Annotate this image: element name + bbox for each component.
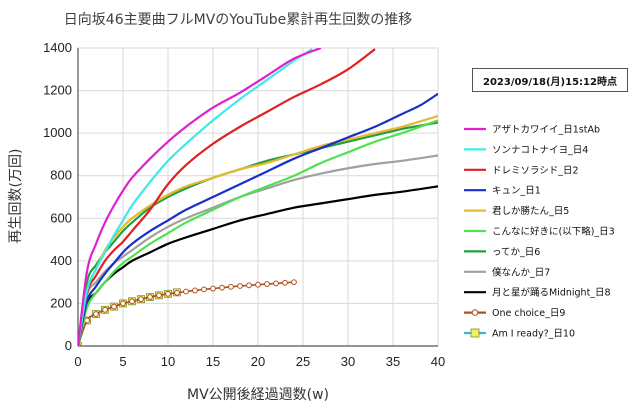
legend-label: ってか_日6 [492,247,540,258]
y-tick-label: 400 [50,253,72,268]
y-tick-label: 1400 [43,40,72,55]
legend-entry-5: 君しか勝たん_日5 [464,205,569,217]
legend-label: Am I ready?_日10 [492,329,575,340]
series-4 [78,92,438,346]
date-label: 2023/09/18(月)15:12時点 [472,68,628,92]
y-tick-label: 200 [50,295,72,310]
legend-marker [470,328,480,338]
series-3 [78,48,376,346]
x-tick-label: 0 [74,354,81,369]
x-tick-label: 40 [431,354,445,369]
legend: アザトカワイイ_日1stAb ソンナコトナイヨ_日4 ドレミソラシド_日2 キュン_日… [464,125,615,340]
legend-label: こんなに好きに(以下略)_日3 [492,226,615,238]
data-point [273,280,279,287]
series-line [78,154,438,346]
y-tick-label: 600 [50,210,72,225]
legend-label: One choice_日9 [492,308,565,319]
data-point [174,289,180,296]
y-tick-label: 1000 [43,125,72,140]
data-point [147,294,153,300]
legend-entry-8: 僕なんか_日7 [464,266,550,278]
legend-label: 月と星が踊るMidnight_日8 [492,287,611,299]
data-point [246,282,252,289]
x-tick-label: 5 [119,354,126,369]
legend-entry-10: One choice_日9 [464,308,565,319]
data-point [120,300,126,307]
series-line [78,119,438,346]
data-point [219,284,225,291]
legend-label: ソンナコトナイヨ_日4 [492,145,588,156]
series-line [78,92,438,346]
y-tick-label: 800 [50,168,72,183]
legend-label: キュン_日1 [492,186,541,197]
data-point [138,296,144,303]
series-lines [78,48,438,346]
x-tick-label: 30 [341,354,355,369]
legend-entry-4: キュン_日1 [464,186,541,197]
data-point [210,285,216,292]
chart-title: 日向坂46主要曲フルMVのYouTube累計再生回数の推移 [64,12,412,28]
legend-label: 君しか勝たん_日5 [492,205,569,217]
series-line [78,48,313,346]
legend-entry-7: ってか_日6 [464,247,540,258]
x-tick-label: 10 [161,354,175,369]
data-point [183,288,189,295]
x-tick-label: 15 [206,354,220,369]
x-tick-label: 25 [296,354,310,369]
legend-entry-2: ソンナコトナイヨ_日4 [464,145,588,156]
series-1 [78,48,322,346]
legend-entry-6: こんなに好きに(以下略)_日3 [464,226,615,238]
legend-label: アザトカワイイ_日1stAb [492,125,600,136]
tick-labels: 0 200 400 600 800 1000 1200 1400 0 5 10 15 20 25 30 35 4… [43,40,445,369]
data-point [264,281,270,287]
series-10 [78,279,297,346]
axes [77,48,438,347]
y-tick-label: 1200 [43,83,72,98]
data-point [165,290,171,297]
x-axis-label: MV公開後経過週数(w) [187,387,329,403]
data-point [228,283,234,290]
series-line [78,48,322,346]
series-line [78,48,376,346]
x-tick-label: 20 [251,354,265,369]
legend-entry-1: アザトカワイイ_日1stAb [464,125,600,136]
data-point [111,303,117,310]
data-point [237,283,243,289]
legend-entry-11: Am I ready?_日10 [464,329,575,340]
series-2 [78,48,313,346]
data-point [291,279,297,286]
series-8 [78,154,438,346]
data-point [156,292,162,299]
legend-entry-9: 月と星が踊るMidnight_日8 [464,287,611,299]
series-6 [78,119,438,346]
legend-label: 僕なんか_日7 [492,266,550,278]
data-point [282,279,288,286]
data-point [255,281,261,288]
x-tick-label: 35 [386,354,400,369]
legend-marker [471,309,479,316]
data-point [102,306,108,313]
data-point [84,317,90,324]
legend-label: ドレミソラシド_日2 [492,165,579,176]
data-point [93,311,99,317]
y-axis-label: 再生回数(万回) [8,149,24,244]
data-point [201,286,207,293]
data-point [129,298,135,305]
y-tick-label: 0 [65,338,72,353]
data-point [192,287,198,294]
legend-entry-3: ドレミソラシド_日2 [464,165,579,176]
